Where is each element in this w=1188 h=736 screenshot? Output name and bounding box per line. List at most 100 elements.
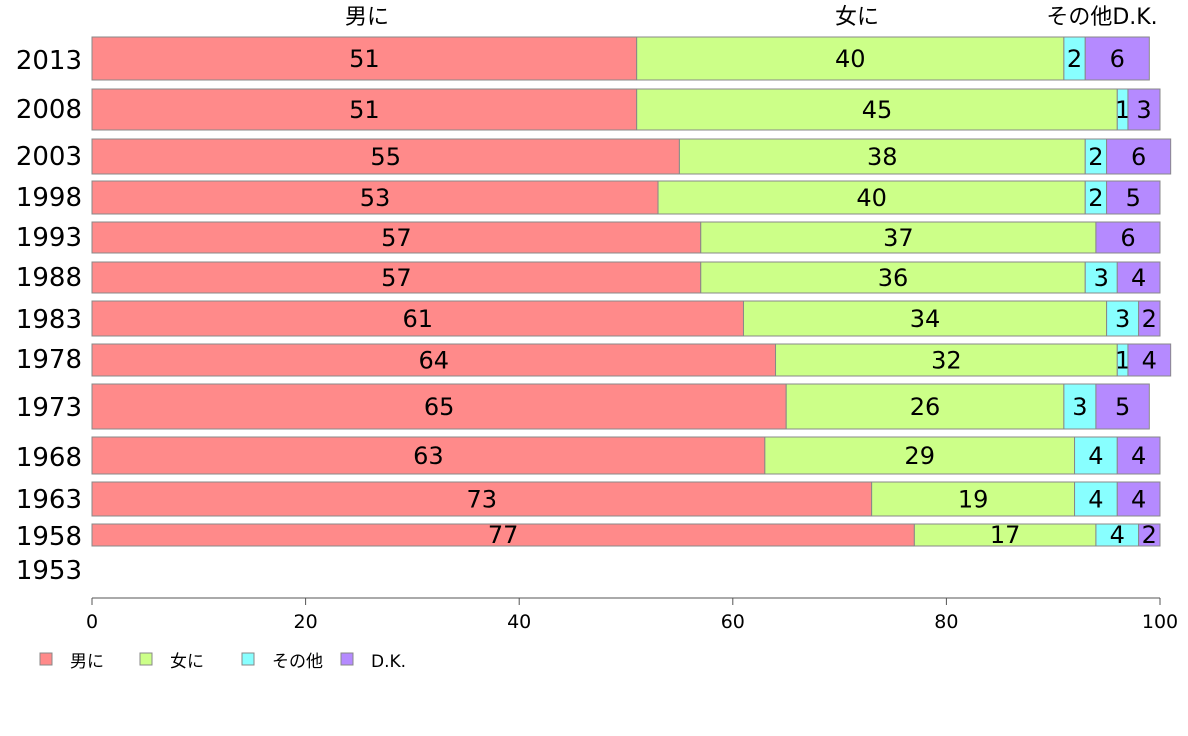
bar-segment-1978-s1 [91, 343, 777, 377]
bar-segment-1998-s4 [1106, 180, 1161, 215]
x-tick-label-20: 20 [294, 611, 318, 633]
data-label-1998-s4: 5 [1126, 184, 1141, 212]
data-label-1978-s2: 32 [931, 347, 962, 375]
year-label-1993: 1993 [16, 223, 82, 253]
bar-segment-1993-s1 [91, 221, 702, 254]
bar-segment-1988-s1 [91, 261, 702, 294]
data-label-1963-s3: 4 [1088, 486, 1103, 514]
data-label-1978-s4: 4 [1142, 347, 1157, 375]
data-label-1973-s1: 65 [424, 393, 455, 421]
bar-segment-1993-s4 [1095, 221, 1161, 254]
year-label-1963: 1963 [16, 485, 82, 515]
data-label-1998-s2: 40 [856, 184, 887, 212]
bar-segment-1988-s3 [1084, 261, 1118, 294]
legend-label-1: 男に [70, 652, 104, 672]
bar-segment-1973-s3 [1063, 383, 1097, 430]
bar-segment-1978-s2 [775, 343, 1118, 377]
year-label-1953: 1953 [16, 556, 82, 586]
x-tick-label-60: 60 [721, 611, 745, 633]
bar-segment-1968-s2 [764, 436, 1076, 475]
data-label-1958-s1: 77 [488, 521, 519, 549]
bar-segment-1983-s1 [91, 300, 744, 337]
data-label-2013-s2: 40 [835, 45, 866, 73]
bar-segment-2008-s1 [91, 88, 638, 131]
data-label-1973-s3: 3 [1072, 393, 1087, 421]
legend-label-2: 女に [170, 652, 204, 672]
bar-segment-1978-s4 [1127, 343, 1172, 377]
data-label-2003-s3: 2 [1088, 143, 1103, 171]
bar-segment-2013-s1 [91, 36, 638, 81]
data-label-1963-s4: 4 [1131, 486, 1146, 514]
data-label-1973-s4: 5 [1115, 393, 1130, 421]
x-tick-label-0: 0 [86, 611, 98, 633]
year-label-1998: 1998 [16, 183, 82, 213]
bar-segment-1983-s4 [1138, 300, 1161, 337]
data-label-1993-s4: 6 [1120, 224, 1135, 252]
data-label-1993-s2: 37 [883, 224, 914, 252]
bar-segment-1973-s2 [785, 383, 1065, 430]
legend-label-4: D.K. [371, 652, 406, 672]
data-label-2008-s4: 3 [1136, 96, 1151, 124]
bar-segment-2003-s1 [91, 138, 680, 175]
legend-label-3: その他 [272, 652, 323, 672]
year-label-1988: 1988 [16, 263, 82, 293]
data-label-1968-s1: 63 [413, 442, 444, 470]
data-label-1963-s1: 73 [467, 486, 498, 514]
data-label-2008-s3: 1 [1115, 96, 1130, 124]
legend-swatch-4 [340, 652, 354, 666]
data-label-2003-s2: 38 [867, 143, 898, 171]
data-label-1988-s4: 4 [1131, 264, 1146, 292]
data-label-2003-s4: 6 [1131, 143, 1146, 171]
legend-swatch-3 [241, 652, 255, 666]
year-label-1978: 1978 [16, 345, 82, 375]
bar-segment-2003-s2 [678, 138, 1086, 175]
data-label-1983-s2: 34 [910, 305, 941, 333]
bar-segment-2003-s4 [1106, 138, 1172, 175]
year-label-2008: 2008 [16, 95, 82, 125]
bar-segment-1963-s2 [871, 481, 1076, 517]
data-label-1958-s2: 17 [990, 521, 1021, 549]
bar-segment-1998-s1 [91, 180, 659, 215]
data-label-1978-s1: 64 [418, 347, 449, 375]
data-label-1968-s2: 29 [904, 442, 935, 470]
bar-segment-1983-s2 [742, 300, 1108, 337]
data-label-1978-s3: 1 [1115, 347, 1130, 375]
bar-segment-1973-s1 [91, 383, 787, 430]
data-label-2003-s1: 55 [370, 143, 401, 171]
year-label-1958: 1958 [16, 522, 82, 552]
data-label-2008-s1: 51 [349, 96, 380, 124]
year-label-2013: 2013 [16, 46, 82, 76]
bar-segment-2013-s4 [1084, 36, 1150, 81]
data-label-2008-s2: 45 [862, 96, 893, 124]
data-label-1958-s4: 2 [1142, 521, 1157, 549]
bar-segment-1958-s4 [1138, 523, 1161, 547]
data-label-2013-s4: 6 [1110, 45, 1125, 73]
legend-swatch-1 [39, 652, 53, 666]
bar-segment-1993-s2 [700, 221, 1097, 254]
year-label-1968: 1968 [16, 443, 82, 473]
bar-segment-1963-s3 [1074, 481, 1118, 517]
column-header-2: 女に [835, 5, 879, 30]
bar-segment-2013-s2 [636, 36, 1065, 81]
data-label-2013-s3: 2 [1067, 45, 1082, 73]
data-label-1983-s1: 61 [402, 305, 433, 333]
bar-segment-1988-s2 [700, 261, 1086, 294]
bar-segment-1963-s4 [1116, 481, 1161, 517]
x-tick-label-80: 80 [934, 611, 958, 633]
bar-segment-1973-s4 [1095, 383, 1150, 430]
legend-swatch-2 [139, 652, 153, 666]
year-label-1983: 1983 [16, 305, 82, 335]
bar-segment-2008-s4 [1127, 88, 1161, 131]
column-header-3: その他D.K. [1046, 5, 1157, 30]
data-label-1988-s3: 3 [1094, 264, 1109, 292]
data-label-1973-s2: 26 [910, 393, 941, 421]
data-label-1968-s4: 4 [1131, 442, 1146, 470]
bar-segment-1968-s4 [1116, 436, 1161, 475]
data-label-1983-s4: 2 [1142, 305, 1157, 333]
data-label-1968-s3: 4 [1088, 442, 1103, 470]
data-label-1988-s2: 36 [878, 264, 909, 292]
data-label-1993-s1: 57 [381, 224, 412, 252]
data-label-1958-s3: 4 [1110, 521, 1125, 549]
year-label-1973: 1973 [16, 393, 82, 423]
data-label-1998-s3: 2 [1088, 184, 1103, 212]
